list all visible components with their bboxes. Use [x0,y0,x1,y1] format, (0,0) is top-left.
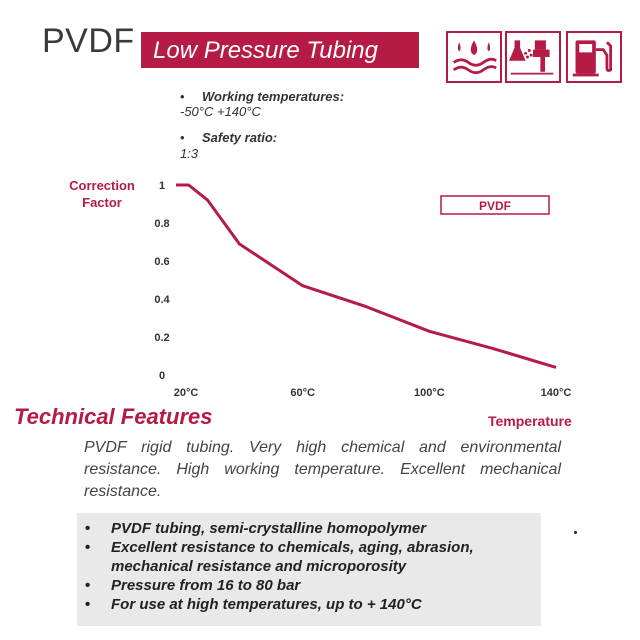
fuel-pump-icon [566,31,622,83]
spec-label: Working temperatures: [202,89,345,104]
chart-y-axis-label: Correction Factor [69,178,135,210]
feature-item: • For use at high temperatures, up to + 1… [83,595,541,614]
chemical-spray-gun-icon [505,31,561,83]
x-tick-label: 60°C [290,387,315,399]
bullet-icon: • [85,596,91,613]
y-tick-label: 0 [159,370,165,382]
y-tick-label: 0.2 [154,332,169,344]
stray-dot [574,531,577,534]
legend-box [440,195,550,215]
features-panel: • PVDF tubing, semi-crystalline homopolym… [77,513,541,626]
x-tick-label: 100°C [414,387,445,399]
y-tick-label: 0.6 [154,256,169,268]
feature-text: Pressure from 16 to 80 bar [111,577,301,594]
legend-label-pvdf: PVDF [479,199,511,213]
bullet-icon: • [180,130,185,145]
bullet-icon: • [85,520,91,537]
liquid-drops-wave-icon [446,31,502,83]
x-tick-label: 20°C [174,387,199,399]
bullet-icon: • [85,577,91,594]
description-paragraph: PVDF rigid tubing. Very high chemical an… [84,439,561,500]
features-list: • PVDF tubing, semi-crystalline homopolym… [77,513,541,614]
x-tick-label: 140°C [541,387,572,399]
spec-value-working-temperatures: -50°C +140°C [180,104,261,119]
title-banner: Low Pressure Tubing [141,32,419,68]
y-tick-label: 0.4 [154,294,170,306]
series-line-pvdf [176,183,557,369]
y-tick-label: 1 [159,180,165,192]
feature-text: Excellent resistance to chemicals, aging… [111,539,474,575]
spec-item-safety-ratio: • Safety ratio: [180,130,277,145]
feature-text: PVDF tubing, semi-crystalline homopolyme… [111,520,427,537]
product-name: PVDF [42,22,135,60]
feature-item: • Pressure from 16 to 80 bar [83,576,541,595]
feature-item: • Excellent resistance to chemicals, agin… [83,538,541,576]
y-tick-label: 0.8 [154,218,169,230]
feature-text: For use at high temperatures, up to + 14… [111,596,422,613]
bullet-icon: • [85,539,91,556]
bullet-icon: • [180,89,185,104]
spec-value-safety-ratio: 1:3 [180,146,199,161]
feature-item: • PVDF tubing, semi-crystalline homopolym… [83,519,541,538]
chart-x-axis-label: Temperature [488,413,572,429]
section-title: Technical Features [14,404,213,429]
spec-label: Safety ratio: [202,130,278,145]
spec-item-working-temperatures: • Working temperatures: [180,89,344,104]
